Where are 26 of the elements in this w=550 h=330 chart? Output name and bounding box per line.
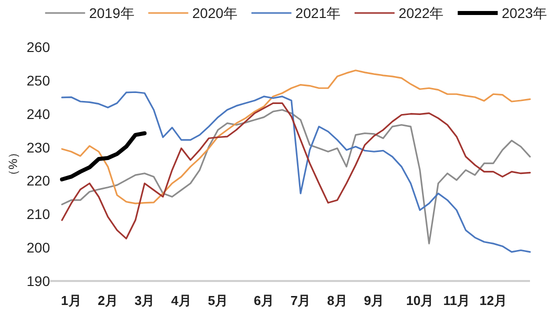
x-tick-label: 3月 xyxy=(134,293,155,308)
legend-label: 2019年 xyxy=(89,5,134,21)
y-tick-label: 220 xyxy=(26,172,50,189)
y-tick-label: 240 xyxy=(26,106,50,122)
legend-label: 2020年 xyxy=(192,5,238,21)
y-tick-label: 260 xyxy=(26,39,50,55)
x-tick-label: 10月 xyxy=(406,293,434,308)
y-tick-label: 210 xyxy=(26,206,50,222)
legend-label: 2023年 xyxy=(502,5,547,21)
x-tick-label: 7月 xyxy=(290,293,311,308)
x-tick-label: 5月 xyxy=(208,293,228,308)
x-tick-label: 4月 xyxy=(171,293,192,308)
x-tick-label: 6月 xyxy=(254,293,274,308)
legend-label: 2022年 xyxy=(398,5,444,21)
x-tick-label: 9月 xyxy=(364,293,384,308)
x-tick-label: 8月 xyxy=(327,293,348,308)
y-tick-label: 200 xyxy=(26,240,50,256)
legend-label: 2021年 xyxy=(295,5,341,21)
x-tick-label: 2月 xyxy=(98,293,118,308)
y-tick-label: 190 xyxy=(26,273,50,289)
x-tick-label: 11月 xyxy=(443,293,470,308)
y-tick-label: 250 xyxy=(26,72,50,88)
x-tick-label: 1月 xyxy=(61,293,82,308)
x-tick-label: 12月 xyxy=(480,293,508,308)
y-axis-title: （%） xyxy=(6,146,20,182)
y-tick-label: 230 xyxy=(26,139,50,156)
